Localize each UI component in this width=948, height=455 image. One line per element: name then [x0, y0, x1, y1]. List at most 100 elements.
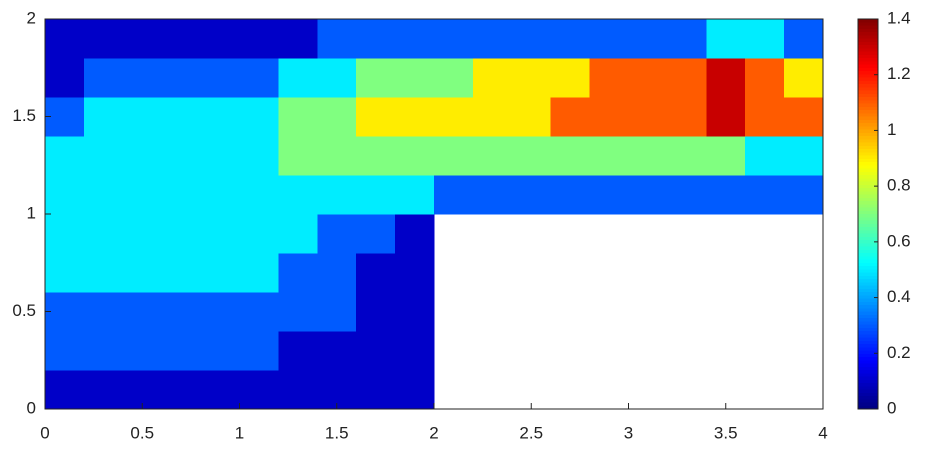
contour-cell [745, 19, 785, 59]
contour-cell [395, 97, 435, 137]
contour-cell [161, 58, 202, 98]
contour-cell [511, 19, 552, 59]
contour-cell [395, 292, 435, 332]
contour-cell [472, 175, 513, 215]
colorbar-swatch [858, 360, 878, 365]
contour-cell [706, 97, 746, 137]
colorbar-swatch [858, 256, 878, 261]
contour-cell [434, 19, 474, 59]
colorbar-swatch [858, 311, 878, 316]
contour-cell [395, 214, 435, 254]
colorbar-swatch [858, 171, 878, 176]
contour-cell [667, 19, 707, 59]
contour-cell [200, 214, 241, 254]
contour-cell [706, 175, 746, 215]
contour-cell [317, 58, 357, 98]
colorbar-swatch [858, 347, 878, 352]
colorbar-swatch [858, 38, 878, 43]
contour-cell [200, 19, 241, 59]
contour-cell [239, 331, 279, 371]
contour-cell [356, 331, 396, 371]
contour-cell [628, 97, 668, 137]
contour-cell [278, 253, 318, 293]
contour-cell [239, 97, 279, 137]
colorbar-swatch [858, 119, 878, 124]
colorbar-swatch [858, 165, 878, 170]
colorbar-swatch [858, 116, 878, 121]
contour-cell [161, 214, 202, 254]
colorbar-swatch [858, 334, 878, 339]
colorbar-swatch [858, 266, 878, 270]
contour-cell [161, 292, 202, 332]
colorbar-swatch [858, 279, 878, 283]
contour-cell [83, 97, 124, 137]
contour-cell [83, 292, 124, 332]
contour-cell [278, 175, 318, 215]
contour-cell [628, 175, 668, 215]
contour-cell [239, 175, 279, 215]
colorbar-swatch [858, 32, 878, 36]
colorbar-swatch [858, 214, 878, 218]
colorbar-swatch [858, 123, 878, 127]
colorbar-swatch [858, 77, 878, 82]
colorbar-swatch [858, 139, 878, 144]
colorbar-swatch [858, 350, 878, 355]
colorbar-swatch [858, 305, 878, 309]
colorbar-tick-label: 0 [887, 398, 896, 417]
contour-cell [161, 136, 202, 176]
x-tick-label: 0.5 [130, 423, 154, 442]
contour-cell [550, 58, 591, 98]
colorbar-swatch [858, 272, 878, 277]
colorbar-swatch [858, 201, 878, 205]
y-tick-label: 0 [27, 398, 36, 417]
contour-cell [239, 214, 279, 254]
contour-cell [317, 136, 357, 176]
colorbar-swatch [858, 155, 878, 160]
contour-cell [511, 97, 552, 137]
contour-cell [550, 175, 591, 215]
contour-cell [317, 253, 357, 293]
colorbar-swatch [858, 129, 878, 134]
colorbar-tick-label: 0.4 [887, 287, 911, 306]
colorbar-swatch [858, 217, 878, 222]
contour-cell [511, 175, 552, 215]
colorbar-swatch [858, 402, 878, 407]
colorbar-swatch [858, 74, 878, 79]
colorbar-swatch [858, 240, 878, 244]
x-tick-label: 3.5 [714, 423, 738, 442]
contour-cell [667, 136, 707, 176]
contour-cell [706, 19, 746, 59]
colorbar-swatch [858, 197, 878, 202]
contour-cell [628, 19, 668, 59]
colorbar-swatch [858, 389, 878, 394]
contour-cell [239, 58, 279, 98]
colorbar-swatch [858, 64, 878, 69]
contour-cell [122, 214, 163, 254]
colorbar-swatch [858, 285, 878, 290]
colorbar-swatch [858, 87, 878, 92]
contour-cell [356, 19, 396, 59]
colorbar-swatch [858, 142, 878, 147]
contour-cell [667, 97, 707, 137]
colorbar-swatch [858, 41, 878, 46]
colorbar-swatch [858, 210, 878, 215]
contour-cell [45, 58, 85, 98]
contour-cell [667, 58, 707, 98]
colorbar-swatch [858, 396, 878, 400]
colorbar-tick-label: 1.2 [887, 64, 911, 83]
contour-cell [472, 136, 513, 176]
colorbar-swatch [858, 223, 878, 228]
colorbar-swatch [858, 90, 878, 95]
contour-cell [239, 370, 279, 410]
contour-cell [200, 175, 241, 215]
contour-cell [706, 58, 746, 98]
colorbar-swatch [858, 331, 878, 335]
contour-cell [200, 97, 241, 137]
contour-cell [589, 19, 630, 59]
colorbar-box [857, 18, 879, 410]
contour-cell [122, 97, 163, 137]
colorbar-swatch [858, 357, 878, 361]
colorbar-tick-label: 0.8 [887, 176, 911, 195]
colorbar-swatch [858, 158, 878, 163]
colorbar-swatch [858, 295, 878, 300]
